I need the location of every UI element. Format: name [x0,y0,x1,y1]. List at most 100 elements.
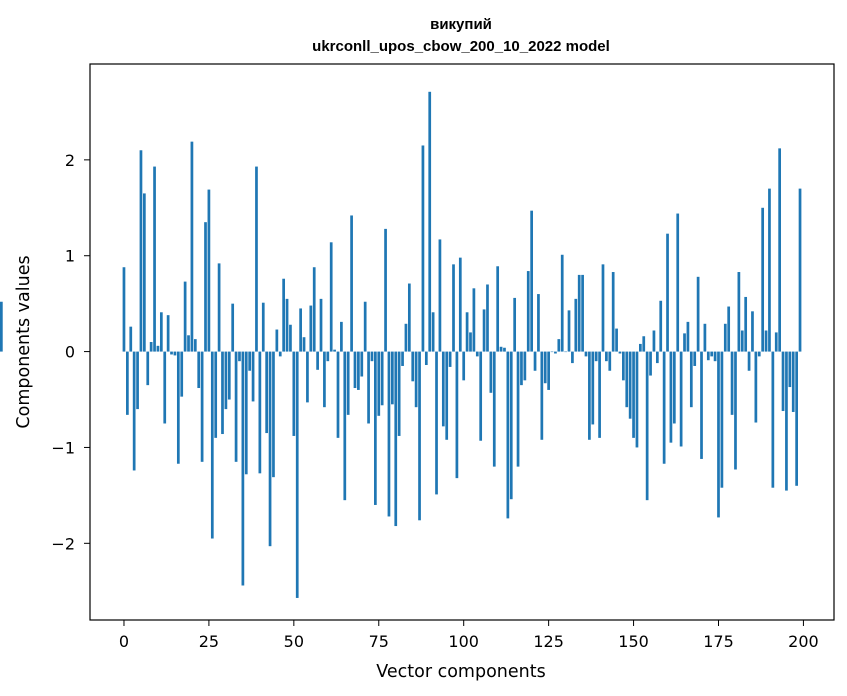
bar-151 [635,351,639,448]
bar-69 [357,351,360,390]
bar-12 [163,351,167,424]
bar-53 [302,337,306,352]
bar-198 [795,351,798,486]
bar-72 [367,351,370,424]
bar-174 [713,351,717,362]
bar-186 [754,351,758,423]
bar-98 [455,351,459,479]
bar-147 [622,351,625,381]
bar-195 [785,351,788,491]
bar-141 [601,264,605,352]
bar-105 [479,351,483,441]
bar-156 [652,330,656,352]
x-tick-label: 0 [119,632,129,651]
bar-187 [757,351,761,357]
bar-152 [638,343,642,352]
bar-155 [649,351,652,376]
bar-146 [618,351,622,354]
bar-0 [122,267,126,352]
bar-66 [346,351,350,415]
bar-79 [390,351,394,405]
bar-6 [142,193,146,352]
bar-101 [465,312,469,352]
bar-94 [441,351,445,427]
y-tick-label: 0 [65,343,75,362]
x-tick-label: 175 [703,632,734,651]
bar-137 [588,351,591,440]
bar-120 [530,210,534,352]
bar-73 [370,351,374,362]
bar-82 [401,351,404,366]
bar-18 [183,281,187,352]
bar-196 [788,351,792,388]
bar-183 [744,296,748,352]
bar-2 [129,326,133,352]
bar-185 [751,311,754,352]
bar-54 [306,351,309,403]
bar-131 [567,310,571,352]
y-tick-label: 1 [65,247,75,266]
bar-113 [506,351,510,519]
bar-86 [414,351,418,408]
bar-182 [740,330,744,352]
bar-7 [146,351,150,386]
bar-26 [210,351,214,539]
bar-169 [696,276,700,352]
bar-24 [204,222,207,352]
bar-80 [394,351,398,527]
x-axis-label: Vector components [376,662,545,682]
bar-49 [289,324,292,352]
bar-32 [231,303,235,352]
bar-15 [173,351,177,356]
x-tick-label: 50 [284,632,304,651]
bar-124 [543,351,547,384]
bar-39 [255,166,258,352]
bar-102 [469,332,472,352]
bar-153 [642,336,646,352]
bar-97 [452,264,455,352]
x-tick-label: 200 [788,632,819,651]
bar-23 [200,351,204,462]
bar-85 [411,351,415,382]
bar-127 [554,351,557,354]
bar-28 [217,263,221,352]
bar-121 [533,351,537,371]
bar-83 [404,323,408,352]
bar-48 [285,298,289,352]
bar-70 [360,351,364,377]
bar-160 [666,233,669,352]
bar-118 [523,351,527,381]
bar-65 [343,351,347,501]
bar-194 [781,351,785,412]
bar-188 [761,207,765,352]
bar-157 [655,351,659,364]
bar-138 [591,351,595,425]
bar-series [0,91,802,598]
bar-34 [238,351,241,362]
bar-8 [149,342,153,352]
x-tick-label: 75 [369,632,389,651]
x-tick-label: 150 [618,632,649,651]
y-tick-label: −1 [51,438,75,457]
bar-123 [540,351,544,440]
bar-58 [319,298,323,352]
bar-108 [489,351,493,393]
bar-181 [737,272,741,352]
bar-77 [384,228,387,352]
bar-190 [768,188,771,352]
bar-132 [571,351,574,364]
bar-170 [700,351,703,459]
bar-150 [632,351,635,438]
bar-1 [126,351,129,415]
bar-62 [333,349,336,352]
bar-89 [424,351,428,366]
bar-33 [234,351,238,462]
bar-63 [336,351,340,438]
bar-99 [458,257,462,352]
bar-59 [323,351,326,408]
bar-126 [550,351,554,353]
bar-109 [492,351,496,467]
plot-frame [89,63,835,621]
bar-37 [248,351,252,371]
